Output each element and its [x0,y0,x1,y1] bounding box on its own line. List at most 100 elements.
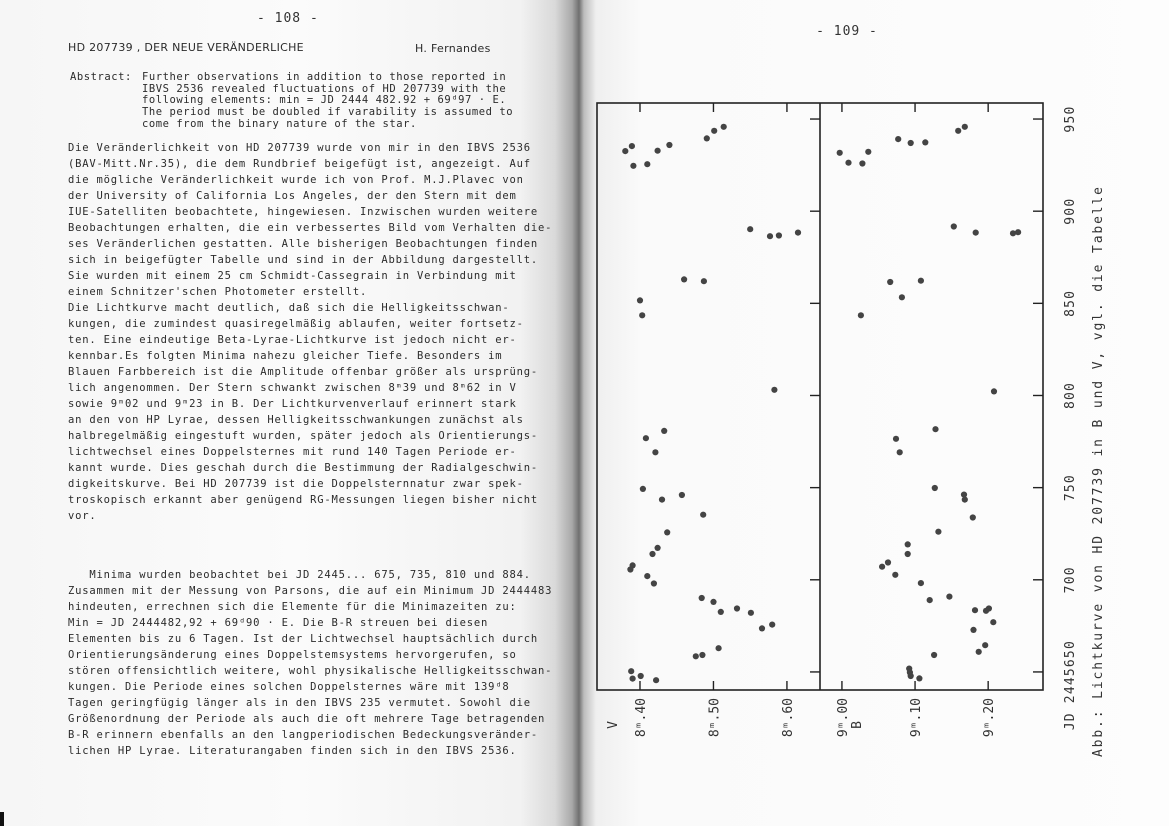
text-line: kungen, die zumindest quasiregelmäßig ab… [68,318,524,330]
data-point-b [892,435,900,442]
data-point-b [892,571,899,578]
text-line: Beobachtungen erhalten, die ein verbesse… [68,222,553,234]
data-point-v [654,147,661,154]
data-point-b [879,563,886,570]
series-label-v: V [606,721,621,729]
text-line: Sie wurden mit einem 25 cm Schmidt-Casse… [68,270,517,282]
text-line: Die Veränderlichkeit von HD 207739 wurde… [68,142,531,154]
data-point-v [758,625,766,632]
data-point-v [644,573,651,580]
figure-caption: Abb.: Lichtkurve von HD 207739 in B und … [1091,187,1106,757]
data-point-v [692,653,699,660]
data-point-v [653,677,660,684]
data-point-b [960,491,968,498]
data-point-v [794,229,802,236]
data-point-v [628,668,635,675]
text-line: kungen. Die Periode eines solchen Doppel… [68,681,510,693]
data-point-v [666,141,673,149]
text-line: lich angenommen. Der Stern schwankt zwis… [68,382,517,394]
text-line: troskopisch erkannt aber genügend RG-Mes… [68,494,539,506]
abstract-text: Further observations in addition to thos… [142,71,513,130]
text-line: Orientierungsänderung eines Doppelstemsy… [68,649,517,661]
abstract-line: IBVS 2536 revealed fluctuations of HD 20… [142,82,507,95]
text-line: IUE-Satelliten beobachtete, hingewiesen.… [68,206,539,218]
text-line: der University of California Los Angeles… [68,190,517,202]
text-line: ses Veränderlichen gestatten. Alle bishe… [68,238,539,250]
data-point-b [1015,229,1022,236]
data-point-v [720,123,727,130]
text-line: hindeuten, errechnen sich die Elemente f… [68,601,517,613]
text-line: sowie 9ᵐ02 und 9ᵐ23 in B. Der Lichtkurve… [68,398,517,410]
text-line: stören offensichtlich weitere, wohl phys… [68,665,553,677]
data-point-v [747,609,755,616]
data-point-b [985,605,993,612]
text-line: Elementen bis zu 6 Tagen. Ist der Lichtw… [68,633,539,645]
data-point-v [658,496,666,503]
data-point-v [733,605,741,612]
data-point-v [664,529,671,536]
text-line: kennbar.Es folgten Minima nahezu gleiche… [68,350,503,362]
data-point-v [700,511,707,518]
data-point-b [971,607,979,614]
data-point-b [836,149,843,156]
data-point-b [904,550,911,558]
article-title: HD 207739 , DER NEUE VERÄNDERLICHE [68,41,304,54]
data-point-v [710,598,717,606]
text-line: lichtwechsel eines Doppelsternes mit run… [68,446,517,458]
mag-tick-label: 8ᵐ.60 [781,698,796,737]
data-point-v [622,148,629,155]
text-line: ten. Eine eindeutige Beta-Lyrae-Lichtkur… [68,334,517,346]
text-line: Zusammen mit der Messung von Parsons, di… [68,585,553,597]
jd-tick-label: 850 [1063,290,1078,317]
data-point-b [859,160,866,167]
data-point-b [926,597,933,604]
data-point-v [652,449,659,456]
text-line: digkeitskurve. Bei HD 207739 ist die Dop… [68,478,524,490]
abstract-line: following elements: min = JD 2444 482.92… [142,94,507,107]
article-author: H. Fernandes [415,42,491,55]
data-point-v [681,276,688,283]
data-point-v [771,386,778,393]
jd-tick-label: 700 [1063,566,1078,593]
text-line: kannt wurde. Dies geschah durch die Best… [68,462,539,474]
data-point-v [769,621,776,628]
text-line: Tagen geringfügig länger als in den IBVS… [68,697,531,709]
data-point-b [972,229,979,236]
minima-paragraph: Minima wurden beobachtet bei JD 2445... … [68,567,552,759]
data-point-v [650,580,658,587]
jd-tick-label: 800 [1063,382,1078,409]
series-label-b: B [850,721,865,729]
data-point-b [982,642,989,649]
data-point-v [639,485,647,492]
jd-tick-label: JD 2445650 [1063,640,1078,730]
data-point-b [904,541,911,548]
jd-tick-label: 750 [1063,474,1078,501]
data-point-v [627,566,634,573]
text-line: Blauen Farbbereich ist die Amplitude off… [68,366,539,378]
data-point-b [931,651,938,659]
abstract-line: Further observations in addition to thos… [142,71,507,83]
data-point-v [642,435,650,442]
data-point-b [857,312,865,319]
mag-tick-label: 9ᵐ.10 [909,698,924,737]
abstract-label: Abstract: [70,71,132,83]
data-point-b [916,675,923,682]
data-point-v [711,127,718,134]
text-line: die mögliche Veränderlichkeit wurde ich … [68,174,524,186]
data-point-b [990,619,997,626]
data-point-v [649,550,656,558]
jd-tick-label: 950 [1063,105,1078,132]
data-point-b [907,139,914,147]
data-point-v [715,645,722,652]
data-point-b [896,449,903,456]
data-point-b [898,294,906,301]
data-point-b [931,484,938,492]
text-line: lichen HP Lyrae. Literaturangaben finden… [68,745,517,757]
mag-tick-label: 9ᵐ.20 [982,698,997,737]
data-point-v [775,232,783,239]
data-point-b [895,136,902,143]
data-point-v [644,161,651,168]
text-line: Größenordnung der Periode als auch die o… [68,713,546,725]
text-line: Minima wurden beobachtet bei JD 2445... … [68,569,531,581]
